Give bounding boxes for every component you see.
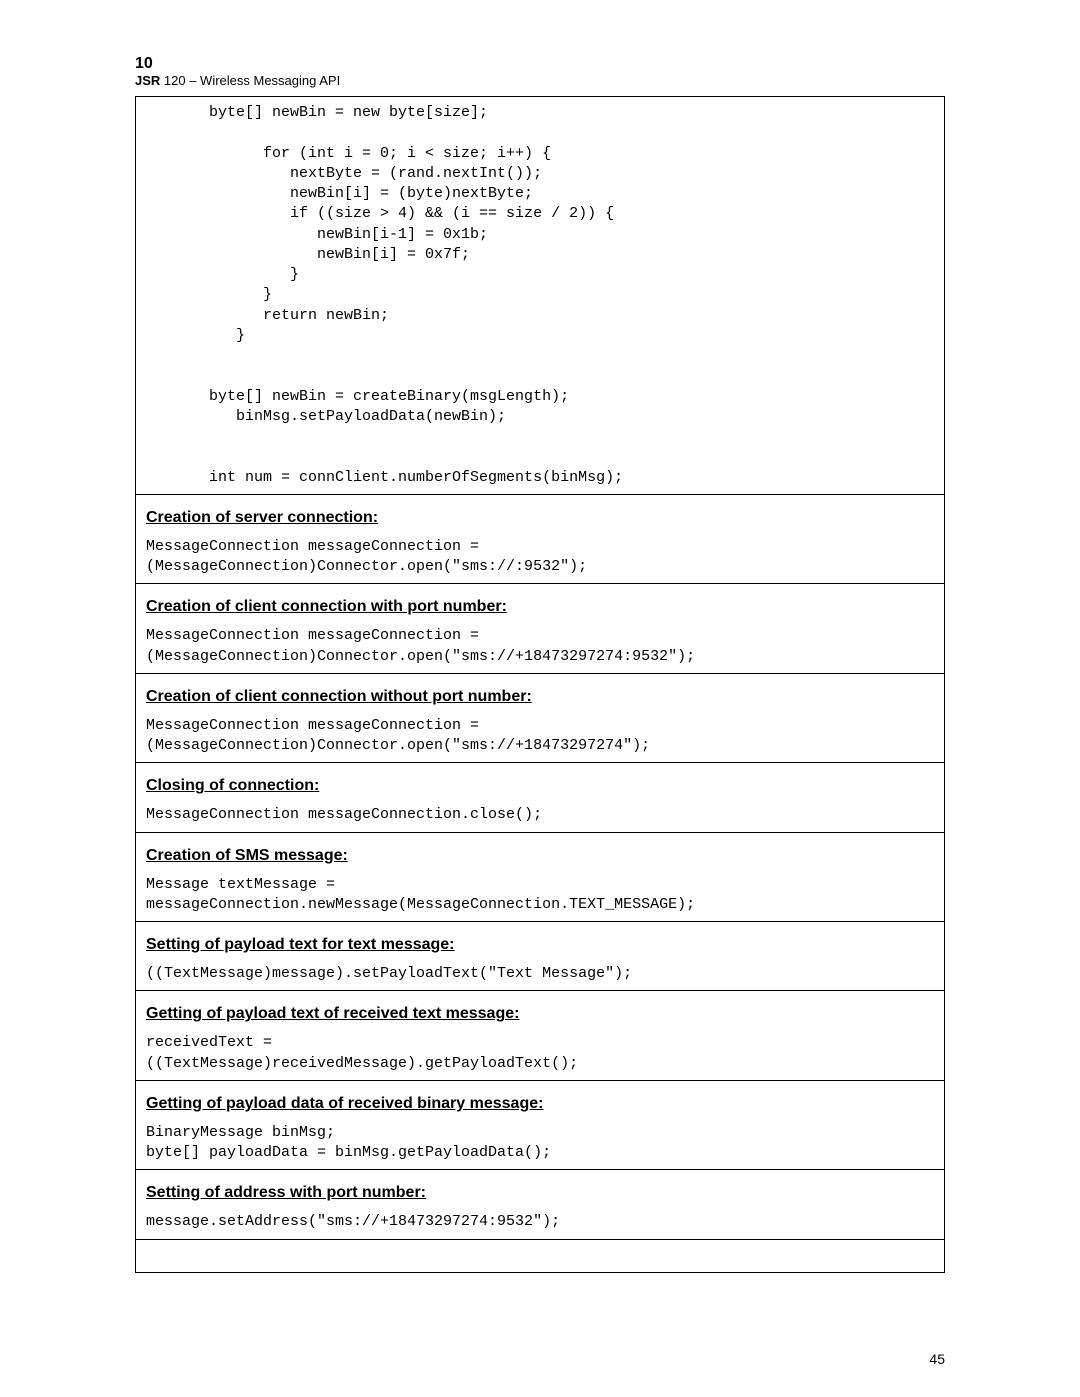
code-block: byte[] newBin = new byte[size]; for (int… bbox=[146, 103, 934, 488]
table-cell: Creation of client connection with port … bbox=[136, 584, 944, 674]
section-heading: Getting of payload text of received text… bbox=[146, 1005, 934, 1023]
table-cell: Setting of address with port number: mess… bbox=[136, 1170, 944, 1239]
content-table: byte[] newBin = new byte[size]; for (int… bbox=[135, 96, 945, 1273]
section-heading: Setting of payload text for text message… bbox=[146, 936, 934, 954]
header-title-rest: 120 – Wireless Messaging API bbox=[160, 73, 340, 88]
header-page-number: 10 bbox=[135, 55, 945, 73]
section-heading: Creation of server connection: bbox=[146, 509, 934, 527]
table-cell bbox=[136, 1240, 944, 1272]
page-container: 10 JSR 120 – Wireless Messaging API byte… bbox=[0, 0, 1080, 1397]
table-cell: Creation of client connection without po… bbox=[136, 674, 944, 764]
code-block: ((TextMessage)message).setPayloadText("T… bbox=[146, 964, 934, 984]
code-block: message.setAddress("sms://+18473297274:9… bbox=[146, 1212, 934, 1232]
code-block: MessageConnection messageConnection = (M… bbox=[146, 716, 934, 757]
table-cell: Creation of SMS message: Message textMess… bbox=[136, 833, 944, 923]
header-title: JSR 120 – Wireless Messaging API bbox=[135, 73, 945, 88]
section-heading: Setting of address with port number: bbox=[146, 1184, 934, 1202]
table-cell: Closing of connection: MessageConnection … bbox=[136, 763, 944, 832]
table-cell: Creation of server connection: MessageCon… bbox=[136, 495, 944, 585]
page-header: 10 JSR 120 – Wireless Messaging API bbox=[135, 55, 945, 88]
table-cell: Getting of payload text of received text… bbox=[136, 991, 944, 1081]
table-cell: Getting of payload data of received bina… bbox=[136, 1081, 944, 1171]
code-block: receivedText = ((TextMessage)receivedMes… bbox=[146, 1033, 934, 1074]
code-block: MessageConnection messageConnection = (M… bbox=[146, 537, 934, 578]
code-block: MessageConnection messageConnection.clos… bbox=[146, 805, 934, 825]
code-block bbox=[146, 1246, 934, 1266]
table-cell: byte[] newBin = new byte[size]; for (int… bbox=[136, 97, 944, 495]
table-cell: Setting of payload text for text message… bbox=[136, 922, 944, 991]
section-heading: Getting of payload data of received bina… bbox=[146, 1095, 934, 1113]
code-block: Message textMessage = messageConnection.… bbox=[146, 875, 934, 916]
code-block: BinaryMessage binMsg; byte[] payloadData… bbox=[146, 1123, 934, 1164]
section-heading: Creation of client connection without po… bbox=[146, 688, 934, 706]
code-block: MessageConnection messageConnection = (M… bbox=[146, 626, 934, 667]
section-heading: Creation of client connection with port … bbox=[146, 598, 934, 616]
section-heading: Closing of connection: bbox=[146, 777, 934, 795]
section-heading: Creation of SMS message: bbox=[146, 847, 934, 865]
footer-page-number: 45 bbox=[929, 1351, 945, 1367]
header-jsr: JSR bbox=[135, 73, 160, 88]
